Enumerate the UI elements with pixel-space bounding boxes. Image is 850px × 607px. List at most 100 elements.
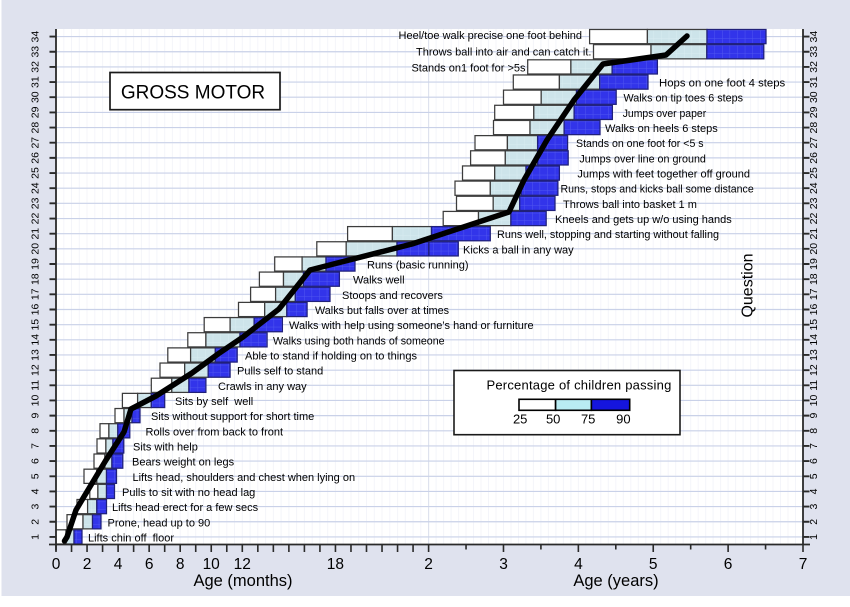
- svg-text:6: 6: [30, 458, 42, 464]
- svg-text:31: 31: [30, 76, 42, 88]
- svg-text:34: 34: [30, 31, 42, 43]
- svg-text:Walks on heels 6 steps: Walks on heels 6 steps: [605, 123, 718, 135]
- svg-text:Walks but falls over at times: Walks but falls over at times: [315, 305, 449, 317]
- svg-text:3: 3: [30, 504, 42, 510]
- svg-text:21: 21: [30, 228, 42, 240]
- svg-text:29: 29: [808, 106, 820, 118]
- svg-text:30: 30: [30, 91, 42, 103]
- svg-text:28: 28: [30, 122, 42, 134]
- svg-text:11: 11: [808, 380, 820, 391]
- svg-text:28: 28: [808, 122, 820, 134]
- svg-text:13: 13: [30, 349, 42, 361]
- svg-text:12: 12: [234, 556, 251, 573]
- svg-text:22: 22: [808, 213, 820, 225]
- svg-text:Prone, head up to 90: Prone, head up to 90: [108, 517, 211, 529]
- svg-text:18: 18: [30, 273, 42, 285]
- svg-text:12: 12: [808, 364, 820, 376]
- svg-text:33: 33: [30, 46, 42, 58]
- svg-text:33: 33: [808, 46, 820, 58]
- svg-text:3: 3: [499, 556, 508, 573]
- svg-text:21: 21: [808, 228, 820, 240]
- svg-text:25: 25: [808, 167, 820, 179]
- svg-text:24: 24: [30, 182, 42, 194]
- svg-text:GROSS MOTOR: GROSS MOTOR: [121, 83, 265, 104]
- svg-text:14: 14: [808, 334, 820, 346]
- svg-text:Walks well: Walks well: [353, 275, 405, 287]
- svg-text:10: 10: [30, 395, 42, 407]
- svg-text:6: 6: [145, 556, 154, 573]
- svg-text:26: 26: [30, 152, 42, 164]
- svg-text:32: 32: [30, 61, 42, 73]
- svg-text:Stoops and recovers: Stoops and recovers: [342, 290, 443, 302]
- svg-text:Sits by self well: Sits by self well: [175, 396, 253, 408]
- svg-text:15: 15: [30, 319, 42, 331]
- svg-text:8: 8: [30, 428, 42, 434]
- svg-text:Sits with help: Sits with help: [133, 441, 198, 453]
- svg-text:27: 27: [808, 137, 820, 149]
- svg-text:24: 24: [808, 182, 820, 194]
- svg-text:0: 0: [52, 556, 61, 573]
- svg-text:Heel/toe walk precise one foot: Heel/toe walk precise one foot behind: [399, 30, 582, 42]
- svg-text:11: 11: [30, 380, 42, 391]
- svg-text:1: 1: [808, 534, 820, 540]
- svg-text:Rolls over from back to front: Rolls over from back to front: [146, 426, 284, 438]
- svg-text:Lifts chin off floor: Lifts chin off floor: [88, 532, 174, 544]
- svg-text:18: 18: [808, 273, 820, 285]
- svg-text:23: 23: [808, 197, 820, 209]
- svg-text:Runs (basic running): Runs (basic running): [367, 260, 469, 272]
- svg-text:Pulls to sit with no head lag: Pulls to sit with no head lag: [122, 487, 255, 499]
- svg-text:2: 2: [808, 519, 820, 525]
- svg-text:Percentage of children passing: Percentage of children passing: [486, 378, 671, 393]
- svg-text:25: 25: [30, 167, 42, 179]
- svg-text:6: 6: [808, 458, 820, 464]
- svg-text:50: 50: [546, 412, 560, 427]
- svg-text:1: 1: [30, 534, 42, 540]
- svg-text:7: 7: [30, 443, 42, 449]
- svg-text:9: 9: [30, 413, 42, 419]
- svg-text:6: 6: [724, 556, 733, 573]
- svg-text:Stands on one foot for <5 s: Stands on one foot for <5 s: [576, 138, 704, 150]
- svg-text:Age (months): Age (months): [193, 572, 292, 590]
- svg-text:18: 18: [327, 556, 344, 573]
- svg-text:Walks using both hands of some: Walks using both hands of someone: [273, 335, 445, 347]
- svg-text:13: 13: [808, 349, 820, 361]
- svg-text:Runs, stops and kicks ball som: Runs, stops and kicks ball some distance: [561, 184, 754, 196]
- svg-text:19: 19: [808, 258, 820, 270]
- svg-text:Throws ball into air and can c: Throws ball into air and can catch it.: [416, 47, 591, 59]
- svg-text:26: 26: [808, 152, 820, 164]
- svg-text:Question: Question: [740, 253, 757, 317]
- svg-text:2: 2: [83, 556, 92, 573]
- svg-text:Crawls in any way: Crawls in any way: [218, 381, 307, 393]
- svg-text:2: 2: [30, 519, 42, 525]
- svg-text:10: 10: [203, 556, 221, 573]
- svg-text:90: 90: [616, 412, 630, 427]
- svg-text:27: 27: [30, 137, 42, 149]
- svg-text:Walks on tip toes 6 steps: Walks on tip toes 6 steps: [624, 93, 744, 105]
- svg-text:31: 31: [808, 76, 820, 88]
- svg-text:14: 14: [30, 334, 42, 346]
- svg-text:20: 20: [808, 243, 820, 255]
- svg-text:Jumps over line on ground: Jumps over line on ground: [579, 153, 706, 165]
- svg-text:29: 29: [30, 106, 42, 118]
- svg-text:19: 19: [30, 258, 42, 270]
- svg-text:5: 5: [30, 473, 42, 479]
- svg-text:30: 30: [808, 91, 820, 103]
- svg-text:5: 5: [649, 556, 658, 573]
- svg-text:16: 16: [30, 304, 42, 316]
- svg-text:22: 22: [30, 213, 42, 225]
- svg-text:7: 7: [808, 443, 820, 449]
- svg-text:4: 4: [574, 556, 583, 573]
- svg-text:20: 20: [30, 243, 42, 255]
- svg-text:Jumps over paper: Jumps over paper: [623, 108, 707, 120]
- svg-text:5: 5: [808, 473, 820, 479]
- svg-text:Kneels and gets up w/o using h: Kneels and gets up w/o using hands: [555, 214, 732, 226]
- svg-text:34: 34: [808, 31, 820, 43]
- svg-text:12: 12: [30, 364, 42, 376]
- svg-text:Throws ball into basket 1 m: Throws ball into basket 1 m: [563, 199, 697, 211]
- svg-text:16: 16: [808, 304, 820, 316]
- svg-text:23: 23: [30, 197, 42, 209]
- svg-text:17: 17: [30, 288, 42, 300]
- svg-text:8: 8: [176, 556, 185, 573]
- svg-text:3: 3: [808, 504, 820, 510]
- svg-text:75: 75: [581, 412, 595, 427]
